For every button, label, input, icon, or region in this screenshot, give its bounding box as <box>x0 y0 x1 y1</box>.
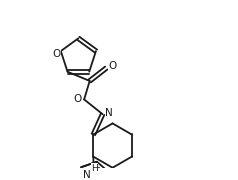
Text: O: O <box>74 94 82 104</box>
Text: H: H <box>91 164 98 173</box>
Text: N: N <box>83 170 91 180</box>
Text: N: N <box>105 108 113 118</box>
Text: O: O <box>52 49 60 59</box>
Text: O: O <box>109 61 117 71</box>
